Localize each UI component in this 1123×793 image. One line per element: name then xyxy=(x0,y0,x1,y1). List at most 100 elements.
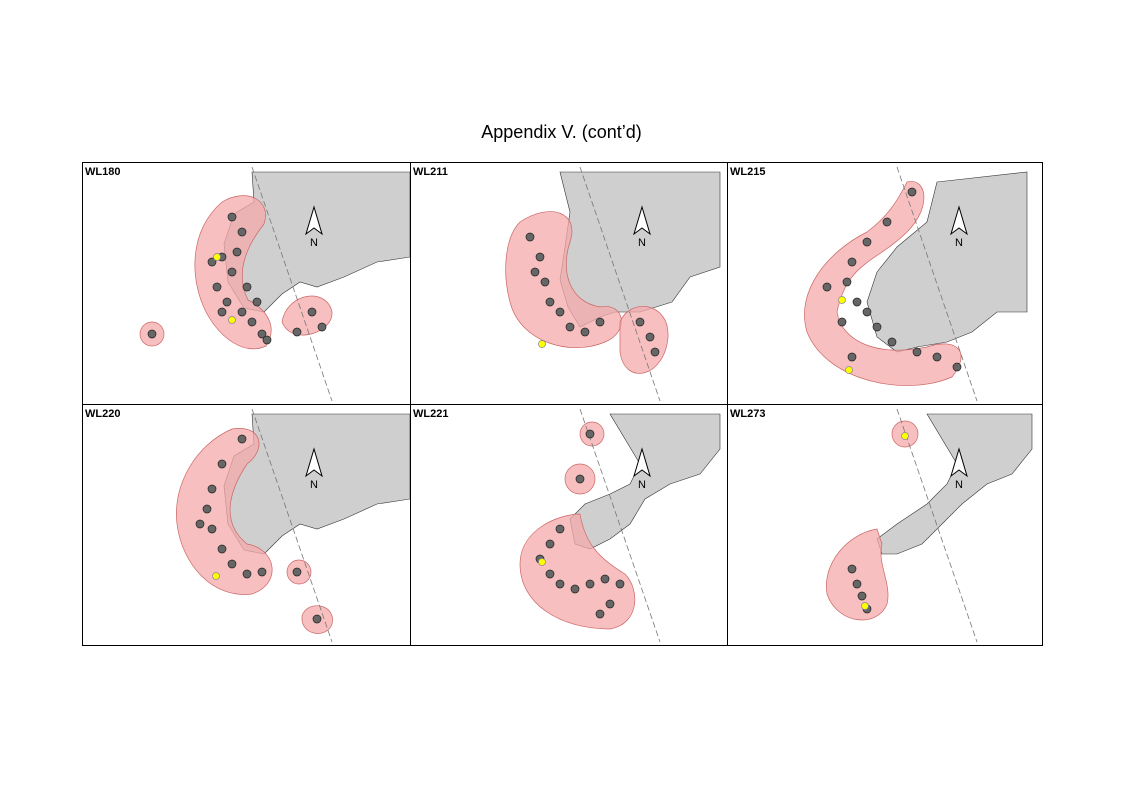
sighting xyxy=(887,337,897,347)
sighting xyxy=(595,609,605,619)
sighting xyxy=(585,429,595,439)
sighting xyxy=(822,282,832,292)
page-title: Appendix V. (cont’d) xyxy=(481,122,642,142)
sighting xyxy=(540,277,550,287)
sighting xyxy=(227,267,237,277)
land xyxy=(569,413,721,550)
map-panel: N WL211 xyxy=(413,166,721,402)
sighting xyxy=(570,584,580,594)
map-grid: N WL180 N WL211 N WL215 N WL220 N WL221 N WL273 xyxy=(82,162,1043,646)
boundary-line xyxy=(579,166,661,402)
sighting-highlight xyxy=(538,340,546,348)
north-arrow xyxy=(950,447,968,478)
sighting-highlight xyxy=(901,432,909,440)
sighting-highlight xyxy=(838,296,846,304)
sighting xyxy=(535,252,545,262)
sighting xyxy=(217,544,227,554)
north-arrow xyxy=(950,205,968,236)
sighting xyxy=(872,322,882,332)
panel-label: WL220 xyxy=(85,408,120,420)
sighting xyxy=(605,599,615,609)
sighting xyxy=(217,459,227,469)
sighting xyxy=(227,559,237,569)
sighting xyxy=(857,591,867,601)
map-panel: N WL273 xyxy=(730,408,1033,643)
sighting xyxy=(147,329,157,339)
sighting xyxy=(852,297,862,307)
map-panel: N WL220 xyxy=(85,408,410,643)
sighting xyxy=(545,297,555,307)
north-arrow xyxy=(633,205,651,236)
sighting xyxy=(252,297,262,307)
sighting xyxy=(837,317,847,327)
boundary-line xyxy=(896,166,978,402)
sighting xyxy=(847,352,857,362)
sighting xyxy=(237,307,247,317)
sighting xyxy=(307,307,317,317)
north-label: N xyxy=(310,479,318,491)
range-buffer xyxy=(804,181,962,386)
sighting xyxy=(932,352,942,362)
map-panel: N WL215 xyxy=(730,166,1028,402)
sighting-highlight xyxy=(228,316,236,324)
sighting xyxy=(862,237,872,247)
panel-label: WL180 xyxy=(85,166,120,178)
sighting xyxy=(292,567,302,577)
sighting xyxy=(555,524,565,534)
panel-frame xyxy=(727,404,1043,646)
sighting xyxy=(237,227,247,237)
sighting xyxy=(207,524,217,534)
sighting-highlight xyxy=(212,572,220,580)
sighting xyxy=(242,569,252,579)
sighting xyxy=(912,347,922,357)
sighting xyxy=(242,282,252,292)
sighting xyxy=(847,564,857,574)
sighting xyxy=(227,212,237,222)
north-label: N xyxy=(955,479,963,491)
sighting xyxy=(847,257,857,267)
sighting xyxy=(257,329,267,339)
north-arrow xyxy=(305,447,323,478)
sighting-highlight xyxy=(538,558,546,566)
north-arrow xyxy=(633,447,651,478)
sighting xyxy=(615,579,625,589)
sighting xyxy=(530,267,540,277)
sighting xyxy=(862,307,872,317)
sighting xyxy=(207,484,217,494)
sighting-highlight xyxy=(861,602,869,610)
sighting xyxy=(565,322,575,332)
sighting xyxy=(257,567,267,577)
map-panel: N WL180 xyxy=(85,166,410,402)
sighting xyxy=(580,327,590,337)
sighting xyxy=(262,335,272,345)
range-buffer xyxy=(619,306,669,374)
sighting xyxy=(600,574,610,584)
panel-label: WL273 xyxy=(730,408,765,420)
north-label: N xyxy=(638,479,646,491)
range-buffer xyxy=(176,428,273,595)
sighting xyxy=(545,569,555,579)
sighting xyxy=(292,327,302,337)
sighting xyxy=(202,504,212,514)
sighting xyxy=(247,317,257,327)
sighting xyxy=(595,317,605,327)
sighting xyxy=(635,317,645,327)
sighting xyxy=(575,474,585,484)
sighting xyxy=(555,307,565,317)
north-label: N xyxy=(638,237,646,249)
sighting xyxy=(207,257,217,267)
north-arrow xyxy=(305,205,323,236)
sighting xyxy=(952,362,962,372)
sighting xyxy=(545,539,555,549)
land xyxy=(876,413,1033,555)
map-panel: N WL221 xyxy=(413,408,721,643)
north-label: N xyxy=(955,237,963,249)
sighting xyxy=(842,277,852,287)
boundary-line xyxy=(251,166,333,402)
sighting xyxy=(882,217,892,227)
north-label: N xyxy=(310,237,318,249)
sighting xyxy=(217,307,227,317)
sighting-highlight xyxy=(213,253,221,261)
sighting-highlight xyxy=(845,366,853,374)
